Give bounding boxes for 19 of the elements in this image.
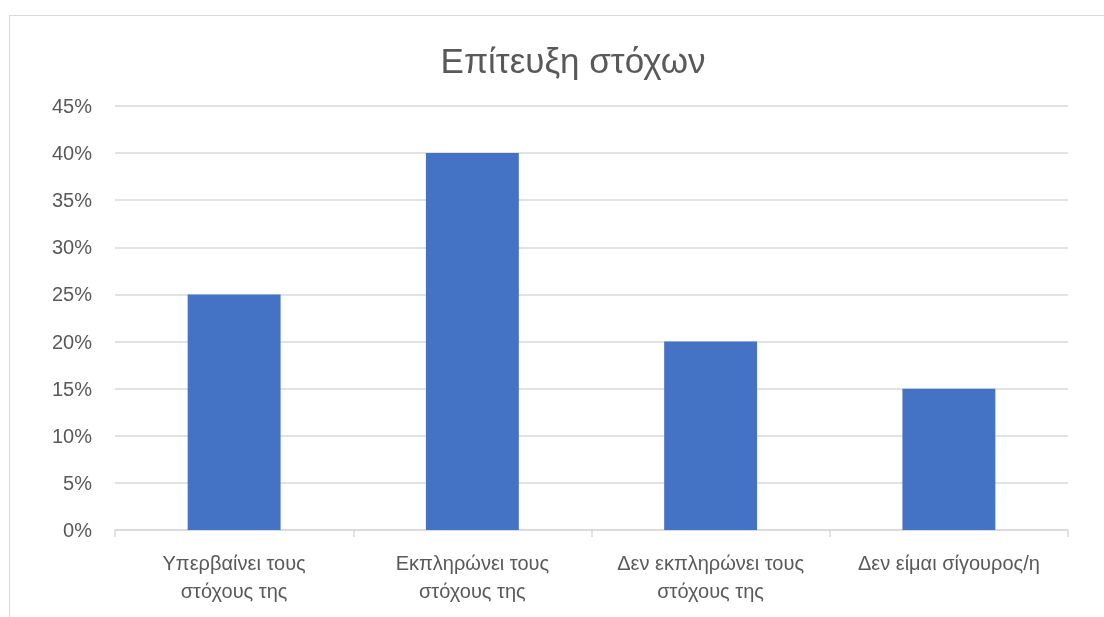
bar: [664, 341, 758, 530]
y-tick-label: 15%: [51, 377, 93, 400]
y-tick-label: 25%: [51, 283, 93, 306]
y-tick-label: 0%: [63, 519, 93, 541]
y-tick-label: 40%: [51, 142, 93, 165]
bar: [187, 294, 281, 530]
y-tick-label: 20%: [51, 330, 93, 353]
y-tick-label: 45%: [51, 95, 93, 117]
bar: [902, 388, 996, 530]
y-tick-label: 5%: [63, 471, 93, 494]
y-tick-label: 10%: [51, 424, 93, 447]
chart-title: Επίτευξη στόχων: [440, 41, 706, 80]
x-tick-label: Υπερβαίνει τους στόχους της: [162, 552, 307, 602]
x-tick-label: Εκπληρώνει τους στόχους της: [395, 552, 550, 602]
y-tick-label: 30%: [51, 236, 93, 259]
bar: [425, 153, 519, 530]
x-tick-label: Δεν είμαι σίγουρος/η: [857, 552, 1040, 574]
y-tick-label: 35%: [51, 189, 93, 212]
x-tick-label: Δεν εκπληρώνει τους στόχους της: [617, 552, 805, 602]
